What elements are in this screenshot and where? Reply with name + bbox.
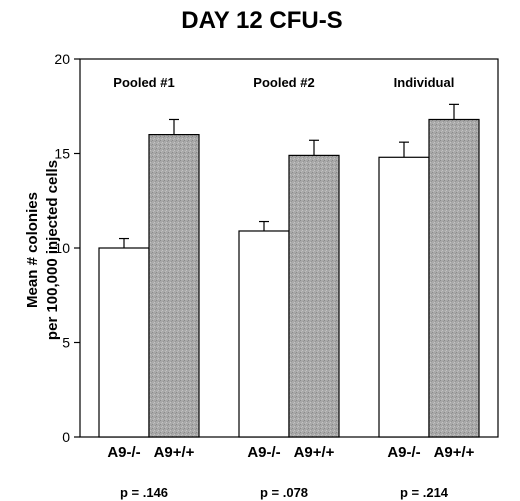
bar (288, 154, 340, 438)
bar (428, 118, 480, 438)
y-axis-label: Mean # colonies per 100,000 injected cel… (24, 160, 61, 340)
group-label: Pooled #1 (113, 75, 174, 90)
p-value-label: p = .078 (260, 485, 308, 500)
y-tick-label: 20 (54, 51, 70, 67)
x-category-label: A9+/+ (154, 444, 195, 461)
x-category-label: A9-/- (387, 444, 420, 461)
p-value-label: p = .214 (400, 485, 449, 500)
y-axis-label-line1: Mean # colonies (24, 192, 41, 308)
x-category-label: A9+/+ (434, 444, 475, 461)
group-label: Pooled #2 (253, 75, 314, 90)
y-tick-label: 15 (54, 146, 70, 162)
bar (378, 156, 430, 438)
bar (98, 247, 150, 438)
y-tick-label: 5 (62, 335, 70, 351)
y-tick-label: 0 (62, 429, 70, 445)
bar (238, 230, 290, 438)
x-category-label: A9-/- (247, 444, 280, 461)
y-axis-label-line2: per 100,000 injected cells (44, 160, 61, 340)
bar (148, 134, 200, 438)
p-value-label: p = .146 (120, 485, 168, 500)
x-category-label: A9-/- (107, 444, 140, 461)
group-label: Individual (394, 75, 455, 90)
chart-title: DAY 12 CFU-S (181, 7, 342, 34)
x-category-label: A9+/+ (294, 444, 335, 461)
y-tick-label: 10 (54, 240, 70, 256)
plot-area: 0 5 10 15 20 Pooled #1 A9-/- A9+/+ p = .146 Poole… (54, 51, 499, 500)
